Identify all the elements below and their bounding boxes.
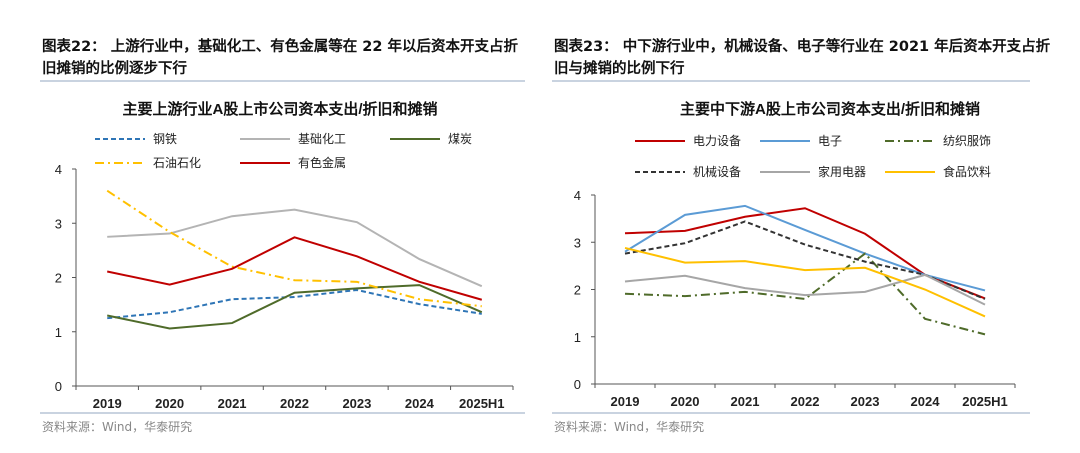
left-title-divider: [40, 80, 525, 82]
x-tick-label: 2025H1: [962, 394, 1008, 409]
right-source: 资料来源：Wind，华泰研究: [554, 420, 705, 434]
y-tick-label: 3: [574, 235, 581, 250]
y-tick-label: 0: [55, 379, 62, 394]
series-line-5: [107, 236, 483, 301]
right-figure-title: 图表23： 中下游行业中，机械设备、电子等行业在 2021 年后资本开支占折旧与…: [554, 39, 1051, 77]
series-line-1: [107, 288, 482, 320]
x-tick-label: 2024: [405, 396, 435, 411]
right-chart: 主要中下游A股上市公司资本支出/折旧和摊销 0 1 2 3 4 2019 2020 2021 20…: [574, 100, 1016, 409]
x-tick-label: 2025H1: [459, 396, 505, 411]
chart-title: 主要中下游A股上市公司资本支出/折旧和摊销: [680, 100, 980, 118]
series-line-6: [624, 246, 986, 318]
y-tick-label: 4: [55, 162, 62, 177]
x-tick-label: 2023: [851, 394, 880, 409]
left-source: 资料来源：Wind，华泰研究: [42, 420, 193, 434]
left-figure-title: 图表22： 上游行业中，基础化工、有色金属等在 22 年以后资本开支占折旧摊销的…: [42, 39, 518, 77]
right-title-divider: [552, 80, 1030, 82]
x-tick-label: 2021: [731, 394, 760, 409]
legend-label: 石油石化: [153, 156, 201, 170]
chart-title: 主要上游行业A股上市公司资本支出/折旧和摊销: [122, 100, 437, 118]
left-panel: 图表22： 上游行业中，基础化工、有色金属等在 22 年以后资本开支占折旧摊销的…: [40, 39, 525, 434]
legend-label: 有色金属: [298, 155, 346, 170]
legend-label: 食品饮料: [943, 164, 991, 179]
series-line-3: [107, 284, 483, 330]
legend-label: 电力设备: [693, 134, 741, 148]
x-tick-label: 2019: [611, 394, 640, 409]
series-line-1: [624, 207, 986, 300]
legend-label: 家用电器: [818, 164, 866, 179]
y-tick-label: 4: [574, 188, 581, 203]
y-tick-label: 2: [574, 283, 581, 298]
x-tick-label: 2020: [671, 394, 700, 409]
x-tick-label: 2020: [155, 396, 184, 411]
y-tick-label: 0: [574, 377, 581, 392]
x-tick-label: 2022: [791, 394, 820, 409]
right-source-divider: [552, 412, 1030, 414]
y-tick-label: 2: [55, 271, 62, 286]
x-tick-label: 2021: [218, 396, 247, 411]
legend-label: 电子: [818, 134, 842, 148]
x-tick-label: 2023: [342, 396, 371, 411]
legend-label: 纺织服饰: [943, 134, 991, 148]
y-tick-label: 3: [55, 216, 62, 231]
y-tick-label: 1: [55, 325, 62, 340]
legend-label: 机械设备: [693, 164, 741, 179]
series-line-4: [106, 189, 482, 308]
left-chart: 主要上游行业A股上市公司资本支出/折旧和摊销 0 1 2 3 4 2019 2020 2021 2…: [55, 100, 514, 411]
series-line-5: [624, 273, 986, 306]
series-line-2: [107, 208, 483, 288]
legend-label: 煤炭: [448, 132, 472, 146]
left-source-divider: [40, 412, 525, 414]
y-tick-label: 1: [574, 330, 581, 345]
legend-label: 钢铁: [153, 132, 177, 146]
x-tick-label: 2022: [280, 396, 309, 411]
series-line-3: [624, 252, 986, 336]
legend-label: 基础化工: [298, 132, 346, 146]
x-tick-label: 2019: [93, 396, 122, 411]
right-panel: 图表23： 中下游行业中，机械设备、电子等行业在 2021 年后资本开支占折旧与…: [540, 0, 1080, 453]
x-tick-label: 2024: [911, 394, 941, 409]
